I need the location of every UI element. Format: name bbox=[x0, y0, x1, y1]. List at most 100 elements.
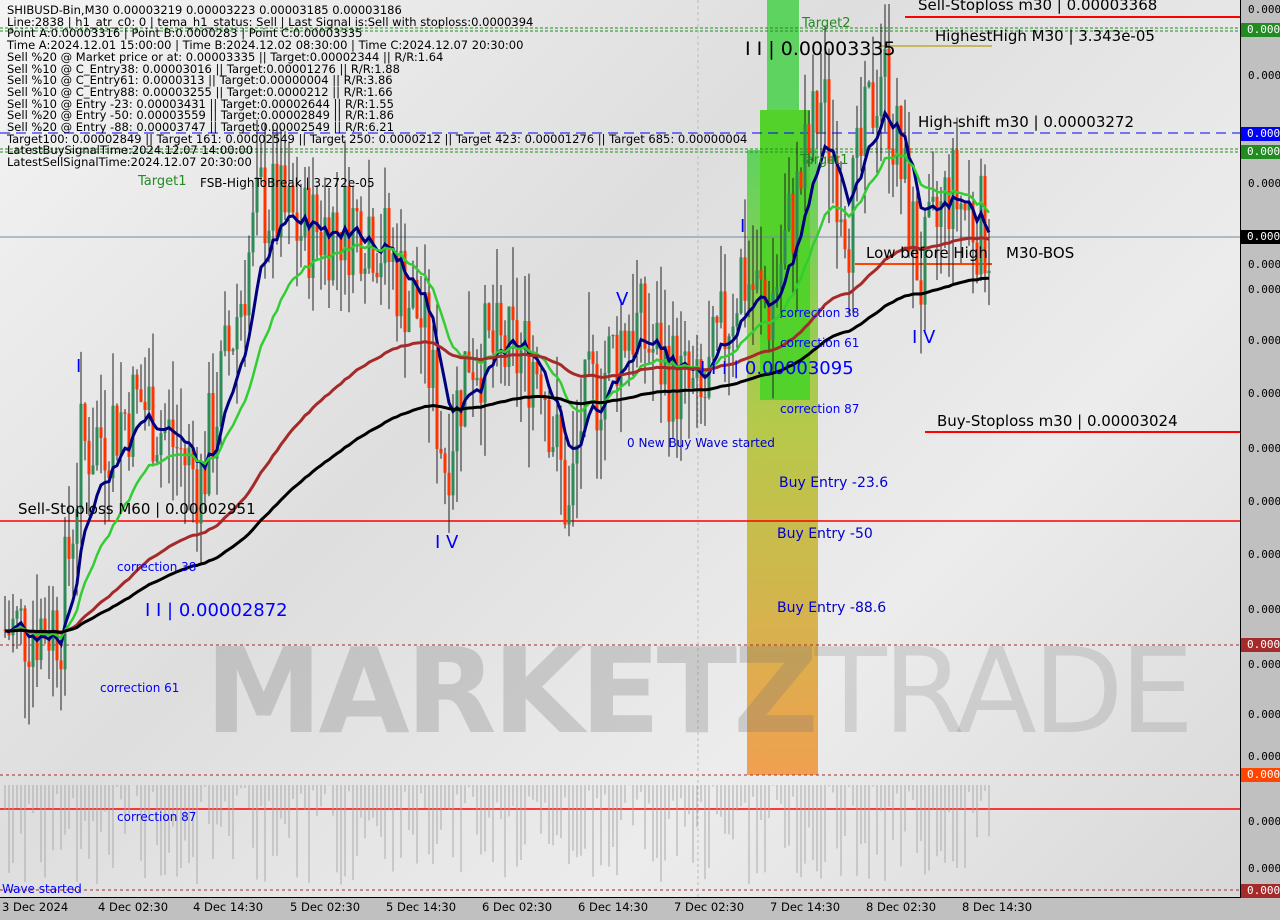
candle-body bbox=[343, 185, 347, 261]
candle-body bbox=[199, 463, 203, 524]
candle-body bbox=[447, 472, 451, 496]
candle-body bbox=[591, 351, 595, 364]
candle-body bbox=[643, 283, 647, 349]
candle-body bbox=[67, 536, 71, 559]
wave-v-label: V bbox=[616, 289, 629, 310]
candle-body bbox=[527, 321, 531, 408]
level-price-tag: 0.000 bbox=[1241, 768, 1280, 782]
candle-body bbox=[23, 608, 27, 662]
candle-body bbox=[315, 194, 319, 233]
price-tick: 0.000 bbox=[1248, 548, 1280, 561]
candle-body bbox=[899, 105, 903, 180]
candle-body bbox=[471, 372, 475, 381]
wave-i-label: I bbox=[76, 356, 82, 377]
candle-body bbox=[667, 345, 671, 422]
correction-87-label: correction 87 bbox=[117, 810, 197, 824]
candle-body bbox=[407, 307, 411, 333]
chart-plot-area[interactable]: MARKETZTRADE SHIBUSD-Bin,M30 0.00003219 … bbox=[0, 0, 1241, 898]
candle-body bbox=[835, 155, 839, 223]
candle-body bbox=[703, 396, 707, 398]
candle-body bbox=[719, 291, 723, 323]
candle-body bbox=[759, 270, 763, 280]
candle-body bbox=[319, 232, 323, 256]
candle-body bbox=[131, 374, 135, 457]
price-tick: 0.000 bbox=[1248, 815, 1280, 828]
info-line: Sell %10 @ Entry -23: 0.00003431 || Targ… bbox=[7, 96, 394, 111]
candle-body bbox=[75, 509, 79, 544]
time-tick: 7 Dec 14:30 bbox=[770, 900, 841, 914]
candle-body bbox=[611, 334, 615, 337]
candle-body bbox=[387, 208, 391, 262]
candle-body bbox=[267, 230, 271, 244]
time-tick: 4 Dec 02:30 bbox=[98, 900, 169, 914]
watermark-logo: MARKETZTRADE bbox=[205, 622, 1194, 760]
candle-body bbox=[271, 163, 275, 231]
candle-body bbox=[635, 312, 639, 355]
ma-mid-line bbox=[4, 152, 990, 640]
info-panel: SHIBUSD-Bin,M30 0.00003219 0.00003223 0.… bbox=[7, 4, 747, 170]
ma-long-line bbox=[4, 276, 990, 634]
candle-body bbox=[507, 306, 511, 367]
candle-body bbox=[327, 217, 331, 281]
candle-body bbox=[263, 167, 267, 244]
candle-body bbox=[347, 185, 351, 276]
candle-body bbox=[575, 445, 579, 464]
candle-body bbox=[955, 149, 959, 210]
candle-body bbox=[99, 427, 103, 438]
candle-body bbox=[307, 187, 311, 279]
candle-body bbox=[27, 661, 31, 667]
candle-body bbox=[411, 279, 415, 308]
candle-body bbox=[767, 302, 771, 341]
candle-body bbox=[547, 399, 551, 453]
candle-body bbox=[167, 419, 171, 429]
wave-i-label: I bbox=[740, 216, 746, 237]
candle-body bbox=[951, 149, 955, 230]
info-line: LatestBuySignalTime:2024.12.07 14:00:00 bbox=[7, 143, 254, 158]
info-line: Line:2838 | h1_atr_c0: 0 | tema_h1_statu… bbox=[7, 14, 534, 29]
candle-body bbox=[839, 219, 843, 223]
candle-body bbox=[959, 203, 963, 210]
candle-body bbox=[291, 186, 295, 213]
price-tick: 0.000 bbox=[1248, 495, 1280, 508]
candle-body bbox=[295, 212, 299, 241]
candle-body bbox=[439, 448, 443, 454]
candle-body bbox=[823, 79, 827, 103]
candle-body bbox=[143, 401, 147, 411]
info-line: Sell %20 @ Market price or at: 0.0000333… bbox=[7, 49, 444, 64]
price-tick: 0.000 bbox=[1248, 862, 1280, 875]
candle-body bbox=[963, 203, 967, 211]
info-line: LatestSellSignalTime:2024.12.07 20:30:00 bbox=[7, 155, 252, 170]
candle-body bbox=[367, 216, 371, 269]
price-tick: 0.000 bbox=[1248, 283, 1280, 296]
candle-body bbox=[675, 335, 679, 420]
candle-body bbox=[191, 447, 195, 470]
buy-entry-23-label: Buy Entry -23.6 bbox=[779, 475, 889, 491]
time-tick: 5 Dec 14:30 bbox=[386, 900, 457, 914]
candle-body bbox=[911, 201, 915, 252]
candle-body bbox=[987, 270, 991, 274]
time-tick: 8 Dec 14:30 bbox=[962, 900, 1033, 914]
candle-body bbox=[115, 405, 119, 456]
level-price-tag: 0.000 bbox=[1241, 638, 1280, 652]
candle-body bbox=[531, 361, 535, 408]
candle-body bbox=[735, 313, 739, 327]
candle-body bbox=[215, 426, 219, 459]
candle-body bbox=[435, 349, 439, 449]
candle-body bbox=[523, 321, 527, 351]
info-line: Sell %10 @ C_Entry61: 0.0000313 || Targe… bbox=[7, 73, 393, 88]
target1-label: Target1 bbox=[138, 174, 187, 189]
candle-body bbox=[751, 284, 755, 290]
candle-body bbox=[875, 116, 879, 128]
candle-body bbox=[599, 419, 603, 431]
price-tick: 0.000 bbox=[1248, 750, 1280, 763]
m30-bos-label: M30-BOS bbox=[1006, 244, 1075, 262]
correction-61-label: correction 61 bbox=[780, 336, 860, 350]
candle-body bbox=[159, 432, 163, 456]
time-tick: 6 Dec 14:30 bbox=[578, 900, 649, 914]
sell-stoploss-m30-label: Sell-Stoploss m30 | 0.00003368 bbox=[918, 0, 1158, 14]
candle-body bbox=[715, 316, 719, 323]
target1-label: Target1 bbox=[800, 153, 849, 168]
candle-body bbox=[743, 257, 747, 301]
candle-body bbox=[463, 351, 467, 427]
candle-body bbox=[923, 216, 927, 305]
